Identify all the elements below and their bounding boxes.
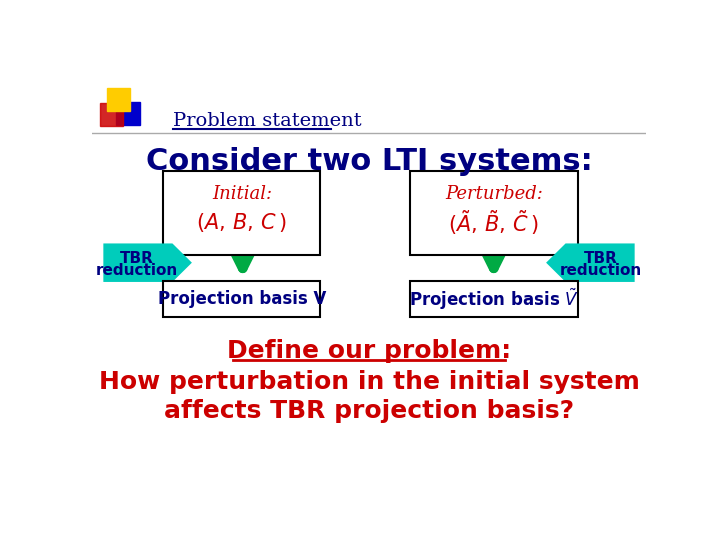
FancyBboxPatch shape — [163, 171, 320, 255]
FancyBboxPatch shape — [410, 281, 578, 316]
Text: Projection basis $\tilde{V}$: Projection basis $\tilde{V}$ — [409, 286, 579, 312]
Bar — [107, 88, 130, 111]
Text: TBR: TBR — [584, 251, 618, 266]
Text: Consider two LTI systems:: Consider two LTI systems: — [145, 146, 593, 176]
Text: How perturbation in the initial system: How perturbation in the initial system — [99, 370, 639, 394]
Text: $( \tilde{A},\, \tilde{B},\, \tilde{C}\, )$: $( \tilde{A},\, \tilde{B},\, \tilde{C}\,… — [449, 208, 540, 237]
Bar — [117, 102, 140, 125]
Text: Perturbed:: Perturbed: — [445, 185, 543, 203]
Text: Projection basis V: Projection basis V — [158, 290, 326, 308]
Text: reduction: reduction — [560, 263, 642, 278]
Text: Problem statement: Problem statement — [173, 112, 361, 130]
Text: $( A,\, B,\, C\, )$: $( A,\, B,\, C\, )$ — [197, 211, 287, 234]
Polygon shape — [546, 244, 634, 282]
Bar — [99, 103, 122, 126]
FancyBboxPatch shape — [410, 171, 578, 255]
Text: reduction: reduction — [96, 263, 178, 278]
FancyBboxPatch shape — [163, 281, 320, 316]
Polygon shape — [104, 244, 192, 282]
Text: Define our problem:: Define our problem: — [227, 339, 511, 363]
Text: affects TBR projection basis?: affects TBR projection basis? — [164, 399, 574, 423]
Text: Initial:: Initial: — [212, 185, 272, 203]
Text: TBR: TBR — [120, 251, 154, 266]
